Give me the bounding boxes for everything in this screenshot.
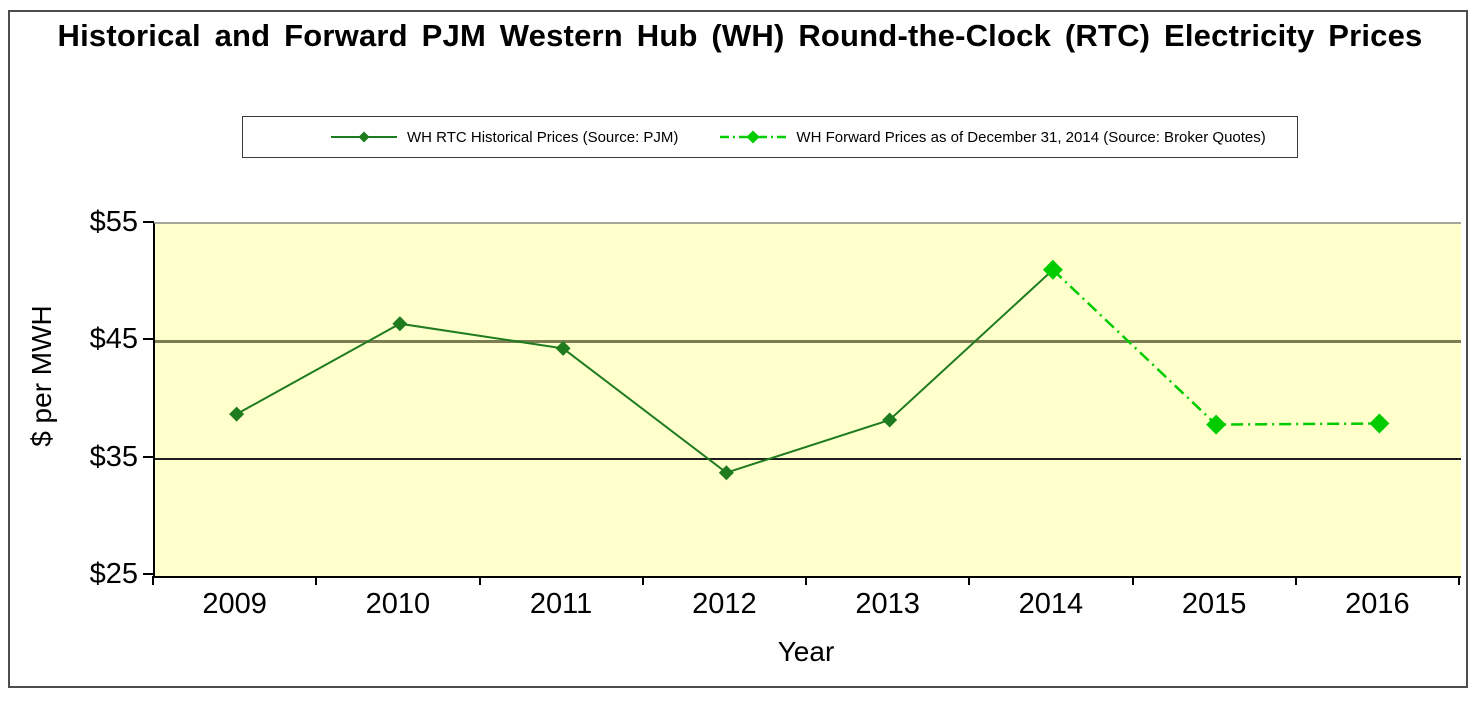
x-axis-tick-mark <box>1294 576 1297 585</box>
x-tick-label: 2009 <box>202 588 267 620</box>
x-axis-tick-mark <box>1131 576 1134 585</box>
y-tick-label: $45 <box>89 323 138 356</box>
legend-label-historical: WH RTC Historical Prices (Source: PJM) <box>407 128 679 146</box>
gridline-35 <box>155 457 1461 460</box>
legend-label-forward: WH Forward Prices as of December 31, 201… <box>796 128 1266 146</box>
x-tick-label: 2014 <box>1018 588 1084 620</box>
x-axis-tick-mark <box>641 576 644 585</box>
data-point-marker <box>555 340 571 356</box>
x-tick-label: 2013 <box>855 588 920 620</box>
y-tick-mark <box>143 573 154 575</box>
forward-line-sample-icon <box>720 129 787 145</box>
x-axis-tick-mark <box>1458 576 1460 585</box>
x-axis-tick-mark <box>478 576 481 585</box>
y-tick-label: $55 <box>89 206 138 238</box>
x-tick-label: 2015 <box>1181 588 1247 620</box>
x-axis-tick-mark <box>805 576 807 585</box>
data-point-marker <box>1369 413 1390 434</box>
y-tick-label: $35 <box>89 440 138 473</box>
data-point-marker <box>718 465 734 481</box>
data-point-marker <box>1042 259 1063 280</box>
historical-line-sample-icon <box>331 129 397 145</box>
plot-area <box>153 222 1461 578</box>
chart-title: Historical and Forward PJM Western Hub (… <box>57 18 1423 53</box>
legend-box: WH RTC Historical Prices (Source: PJM) W… <box>242 116 1298 158</box>
y-tick-label: $25 <box>89 558 138 590</box>
series-line-historical <box>236 269 1054 474</box>
x-tick-label: 2010 <box>365 588 431 620</box>
data-point-marker <box>392 316 408 332</box>
x-axis-tick-mark <box>315 576 318 585</box>
legend-item-forward: WH Forward Prices as of December 31, 201… <box>720 128 1266 146</box>
x-tick-label: 2012 <box>692 588 757 620</box>
legend-item-historical: WH RTC Historical Prices (Source: PJM) <box>331 129 678 146</box>
x-tick-label: 2016 <box>1345 588 1410 620</box>
x-axis-title: Year <box>777 636 835 667</box>
gridline-45 <box>155 340 1461 344</box>
data-point-marker <box>1206 414 1227 435</box>
x-tick-label: 2011 <box>529 588 593 620</box>
series-plot <box>229 259 1390 481</box>
x-axis-tick-mark <box>152 576 154 585</box>
series-line-forward <box>1052 268 1380 426</box>
data-point-marker <box>229 406 245 422</box>
data-point-marker <box>882 412 898 428</box>
y-tick-mark <box>143 338 154 341</box>
x-axis-tick-mark <box>968 576 971 585</box>
y-tick-mark <box>143 455 154 458</box>
y-tick-mark <box>143 221 154 223</box>
